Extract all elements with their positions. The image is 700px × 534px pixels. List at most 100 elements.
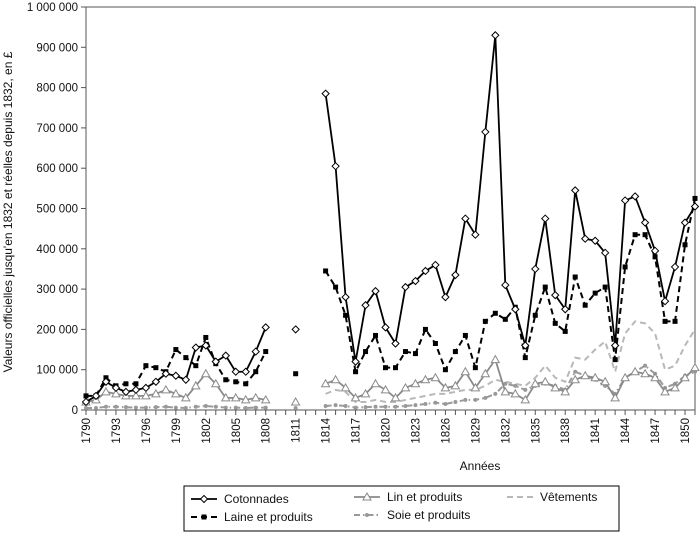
data-point xyxy=(552,320,558,326)
data-point xyxy=(81,397,91,407)
data-point xyxy=(640,218,650,227)
data-point xyxy=(612,357,618,363)
data-point xyxy=(173,347,179,353)
data-point xyxy=(251,347,260,356)
data-point xyxy=(442,367,448,373)
data-point xyxy=(173,405,178,410)
data-point xyxy=(590,236,600,245)
data-point xyxy=(453,399,458,404)
data-point xyxy=(492,310,498,316)
data-point xyxy=(223,377,229,383)
data-point xyxy=(133,405,138,410)
data-point xyxy=(670,382,680,392)
data-point xyxy=(181,375,191,384)
data-point xyxy=(650,372,660,382)
data-point xyxy=(522,355,528,361)
data-point xyxy=(380,384,391,394)
data-point xyxy=(630,366,640,376)
legend-label: Vêtements xyxy=(540,490,597,504)
data-point xyxy=(590,372,601,382)
data-point xyxy=(353,405,358,410)
data-point xyxy=(351,357,360,366)
data-point xyxy=(84,405,88,410)
data-point xyxy=(572,274,578,280)
legend-item-vetements: Vêtements xyxy=(507,490,597,504)
data-point xyxy=(443,401,448,406)
data-point xyxy=(460,366,471,376)
data-point xyxy=(343,312,349,318)
data-point xyxy=(131,385,141,395)
data-point xyxy=(580,234,590,243)
data-point xyxy=(113,404,118,409)
data-point xyxy=(573,369,578,374)
x-tick-label: 1829 xyxy=(470,418,482,444)
data-point xyxy=(542,284,548,290)
data-point xyxy=(400,382,411,392)
legend-item-lin-et-produits: Lin et produits xyxy=(354,490,462,504)
data-point xyxy=(193,404,198,409)
data-point xyxy=(423,401,428,406)
data-point xyxy=(430,372,441,382)
data-point xyxy=(570,186,580,195)
data-point xyxy=(620,196,630,205)
data-point xyxy=(111,388,121,398)
data-point xyxy=(520,394,531,404)
data-point xyxy=(642,232,648,238)
x-tick-label: 1835 xyxy=(530,418,542,444)
data-point xyxy=(440,382,451,392)
data-point xyxy=(502,316,508,322)
data-point xyxy=(230,392,241,402)
legend-label: Lin et produits xyxy=(387,490,462,504)
x-tick-label: 1811 xyxy=(291,418,303,443)
data-point xyxy=(610,392,620,402)
y-tick-label: 300 000 xyxy=(36,284,78,296)
data-point xyxy=(353,369,359,375)
data-point xyxy=(650,246,660,256)
data-point xyxy=(101,377,111,386)
data-point xyxy=(200,368,211,378)
data-point xyxy=(253,405,258,410)
y-tick-label: 500 000 xyxy=(36,204,78,216)
data-point xyxy=(290,396,301,406)
data-point xyxy=(133,381,139,387)
data-point xyxy=(393,404,398,409)
data-point xyxy=(411,276,420,286)
y-tick-label: 1 000 000 xyxy=(27,2,78,14)
data-point xyxy=(350,392,361,402)
series-cotonnades xyxy=(81,31,700,407)
data-point xyxy=(240,394,251,404)
data-point xyxy=(632,232,638,238)
x-tick-label: 1817 xyxy=(351,418,363,444)
data-point xyxy=(483,395,488,400)
series-line xyxy=(325,320,696,403)
data-point xyxy=(191,343,201,352)
legend-item-soie-et-produits: Soie et produits xyxy=(354,508,470,522)
data-point xyxy=(343,403,348,408)
data-point xyxy=(141,390,151,400)
legend-item-laine-et-produits: Laine et produits xyxy=(191,510,313,524)
data-point xyxy=(690,362,700,372)
legend-label: Cotonnades xyxy=(224,492,289,506)
data-point xyxy=(330,374,341,384)
data-point xyxy=(431,260,440,270)
data-point xyxy=(293,371,299,377)
data-point xyxy=(501,280,510,290)
data-point xyxy=(83,393,89,399)
data-point xyxy=(630,192,640,201)
y-axis-title: Valeurs officielles jusqu'en 1832 et rée… xyxy=(1,51,15,372)
data-point xyxy=(450,380,461,390)
data-point xyxy=(373,404,378,409)
data-point xyxy=(491,31,500,40)
data-point xyxy=(690,202,700,211)
data-point xyxy=(121,387,131,397)
data-point xyxy=(323,403,328,408)
data-point xyxy=(163,404,168,409)
data-point xyxy=(652,254,658,260)
x-tick-label: 1850 xyxy=(680,418,692,444)
data-point xyxy=(490,354,501,364)
data-point xyxy=(291,325,300,334)
data-point xyxy=(561,305,570,314)
legend-label: Soie et produits xyxy=(387,508,470,522)
data-point xyxy=(340,382,351,392)
